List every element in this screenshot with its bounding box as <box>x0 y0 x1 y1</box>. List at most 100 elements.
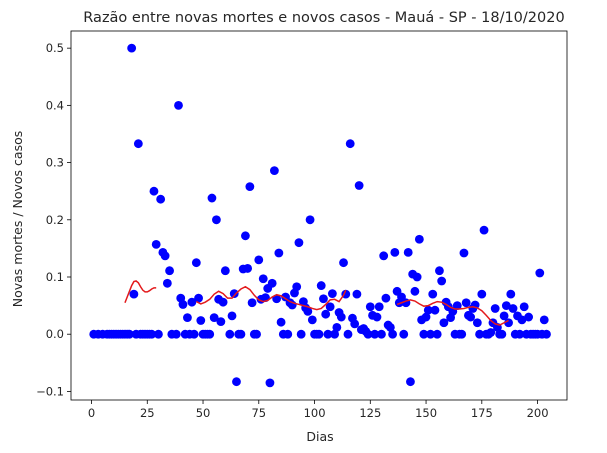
data-point-111 <box>345 139 355 149</box>
y-tick-label: 0.4 <box>46 98 64 112</box>
data-point-144 <box>419 329 429 339</box>
data-point-89 <box>296 329 306 339</box>
data-point-145 <box>421 312 431 322</box>
data-point-131 <box>390 248 400 257</box>
data-point-59 <box>229 289 239 298</box>
data-point-105 <box>332 322 342 332</box>
data-point-14 <box>125 329 134 339</box>
x-tick-label: 200 <box>527 406 549 420</box>
data-point-88 <box>294 238 304 248</box>
data-point-75 <box>265 378 275 388</box>
y-tick-label: 0.1 <box>46 270 64 284</box>
x-tick-label: 100 <box>304 406 326 420</box>
data-point-72 <box>258 274 268 284</box>
y-tick-label: 0.0 <box>46 327 64 341</box>
data-point-140 <box>410 286 420 296</box>
data-point-102 <box>325 302 335 312</box>
data-point-83 <box>283 329 293 339</box>
data-point-196 <box>535 268 545 278</box>
data-point-54 <box>216 317 226 327</box>
data-point-16 <box>129 289 139 299</box>
data-point-103 <box>327 289 337 298</box>
data-point-126 <box>379 251 389 261</box>
data-point-50 <box>207 193 217 203</box>
data-point-42 <box>189 329 199 339</box>
x-tick-label: 125 <box>359 406 381 420</box>
data-point-137 <box>403 248 413 257</box>
data-point-60 <box>232 377 241 387</box>
data-point-163 <box>461 298 471 308</box>
data-point-150 <box>432 329 442 339</box>
y-axis-label: Novas mortes / Novos casos <box>10 131 25 308</box>
y-tick-label: −0.1 <box>36 384 64 398</box>
data-point-26 <box>151 239 161 249</box>
data-point-159 <box>452 301 462 310</box>
data-point-52 <box>212 215 221 225</box>
data-point-57 <box>225 329 235 339</box>
data-point-44 <box>194 293 203 303</box>
data-point-181 <box>501 301 511 310</box>
axes: 0 25 50 75 100 125 150 175 200 −0.1 0.0 0.1 0.2 0.3 0.… <box>36 30 568 420</box>
plot-area <box>89 43 551 388</box>
trend-line-segment-3 <box>396 299 509 326</box>
data-point-124 <box>374 302 384 312</box>
data-point-135 <box>399 329 409 339</box>
data-point-104 <box>330 329 340 339</box>
data-point-146 <box>423 305 433 315</box>
data-point-77 <box>270 166 279 175</box>
data-point-198 <box>539 315 549 325</box>
data-point-180 <box>499 311 509 321</box>
data-point-45 <box>196 316 206 325</box>
data-point-58 <box>227 311 237 321</box>
data-point-179 <box>497 329 507 339</box>
data-point-191 <box>524 312 534 322</box>
data-point-189 <box>519 302 529 312</box>
data-point-32 <box>165 266 174 276</box>
data-point-66 <box>245 182 255 192</box>
y-tick-label: 0.2 <box>46 213 64 227</box>
x-tick-label: 25 <box>140 406 155 420</box>
data-point-87 <box>292 282 302 292</box>
data-point-24 <box>147 329 157 339</box>
data-point-125 <box>377 329 386 339</box>
x-tick-label: 75 <box>251 406 266 420</box>
data-point-113 <box>350 319 360 329</box>
data-point-92 <box>303 306 313 316</box>
data-point-62 <box>236 329 246 339</box>
data-point-99 <box>319 294 328 304</box>
chart-title: Razão entre novas mortes e novos casos -… <box>83 10 564 26</box>
data-point-170 <box>477 289 487 299</box>
data-point-115 <box>354 181 364 190</box>
data-point-147 <box>426 329 435 339</box>
data-point-165 <box>466 312 476 322</box>
data-point-30 <box>160 251 170 261</box>
x-tick-label: 0 <box>88 406 95 420</box>
data-point-122 <box>370 329 380 339</box>
data-point-129 <box>385 322 395 332</box>
data-point-188 <box>517 315 527 325</box>
x-tick-label: 50 <box>196 406 211 420</box>
data-point-79 <box>274 248 284 258</box>
data-point-110 <box>343 329 353 339</box>
data-point-152 <box>437 276 447 286</box>
data-point-174 <box>486 328 496 337</box>
data-point-51 <box>209 313 219 323</box>
data-point-41 <box>187 297 197 307</box>
data-point-182 <box>504 318 513 328</box>
axes-frame <box>70 30 568 401</box>
data-point-162 <box>459 248 469 258</box>
data-point-70 <box>254 255 264 265</box>
x-tick-label: 150 <box>415 406 437 420</box>
data-point-161 <box>457 329 467 339</box>
data-point-39 <box>183 313 192 323</box>
data-point-127 <box>381 293 391 303</box>
data-point-148 <box>428 289 438 299</box>
data-point-130 <box>388 329 397 339</box>
data-point-15 <box>127 43 137 53</box>
data-point-107 <box>336 312 346 322</box>
data-point-25 <box>149 186 159 196</box>
data-point-123 <box>372 312 382 322</box>
data-point-49 <box>205 329 215 339</box>
